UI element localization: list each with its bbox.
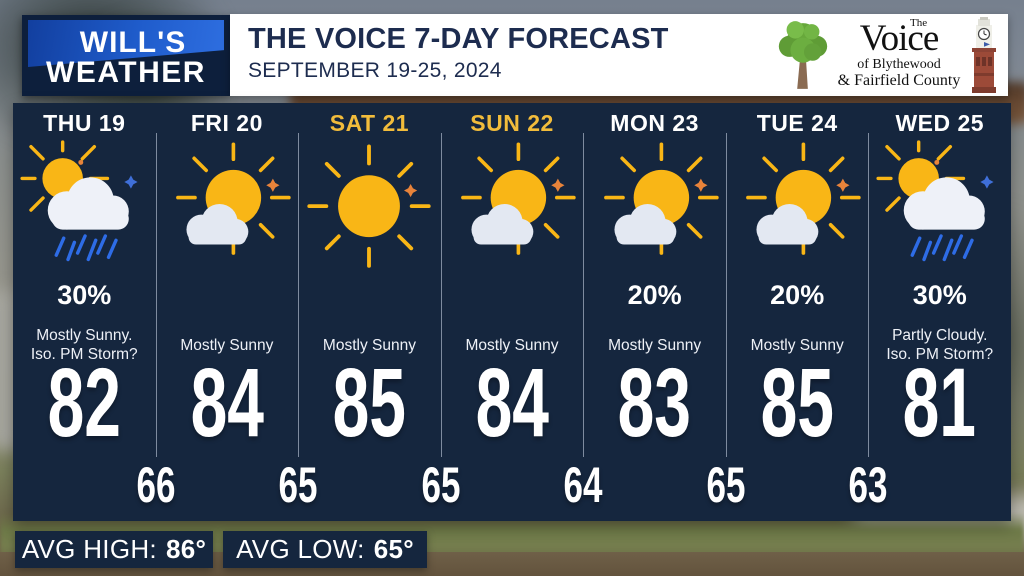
- high-temp: 83: [617, 348, 692, 457]
- header-titles: THE VOICE 7-DAY FORECAST SEPTEMBER 19-25…: [248, 22, 669, 86]
- conditions-line1: Mostly Sunny.: [36, 327, 133, 344]
- sun-cloud-icon: [441, 135, 584, 273]
- precip-chance: 20%: [627, 280, 682, 310]
- low-temp: 63: [848, 457, 888, 513]
- publication-logo: The Voice of Blythewood & Fairfield Coun…: [770, 17, 1002, 93]
- brand-logo: WILL'S WEATHER: [22, 15, 230, 96]
- conditions-text: Partly Cloudy. Iso. PM Storm?: [870, 318, 1009, 372]
- conditions-line2: Iso. PM Storm?: [886, 346, 994, 363]
- publication-name-block: The Voice of Blythewood & Fairfield Coun…: [836, 17, 962, 90]
- conditions-text: Mostly Sunny: [585, 318, 724, 372]
- avg-low-label: AVG LOW:: [236, 534, 365, 564]
- sun-cloud-icon: [583, 135, 726, 273]
- precip-chance: 20%: [770, 280, 825, 310]
- precip-chance: 30%: [912, 280, 967, 310]
- forecast-grid: THU 19 30% Mostly Sunny. Iso. PM Storm? …: [13, 103, 1011, 521]
- avg-low-box: AVG LOW: 65°: [223, 531, 427, 568]
- conditions-line1: Mostly Sunny: [322, 336, 416, 354]
- conditions-line1: Mostly Sunny: [180, 336, 274, 354]
- column-divider: [725, 133, 727, 457]
- conditions-text: Mostly Sunny. Iso. PM Storm?: [15, 318, 154, 372]
- avg-high-box: AVG HIGH: 86°: [15, 531, 213, 568]
- brand-name-top: WILL'S: [79, 26, 187, 59]
- day-column: SUN 22 Mostly Sunny 84: [441, 103, 584, 521]
- high-temp: 84: [190, 348, 264, 457]
- day-label: TUE 24: [756, 110, 838, 136]
- column-divider: [583, 133, 585, 457]
- high-temp: 84: [475, 348, 549, 457]
- page-title: THE VOICE 7-DAY FORECAST: [248, 23, 669, 55]
- day-label: MON 23: [610, 110, 699, 136]
- low-temp: 66: [136, 457, 176, 513]
- sunny-icon: [298, 135, 441, 273]
- day-column: FRI 20 Mostly Sunny 84: [156, 103, 299, 521]
- conditions-line1: Mostly Sunny: [750, 336, 844, 354]
- low-temp: 65: [421, 457, 461, 513]
- day-column: SAT 21 Mostly Sunny 85: [298, 103, 441, 521]
- conditions-text: Mostly Sunny: [728, 318, 867, 372]
- column-divider: [440, 133, 442, 457]
- brand-name-bottom: WEATHER: [46, 56, 206, 89]
- conditions-text: Mostly Sunny: [300, 318, 439, 372]
- low-temp: 65: [706, 457, 746, 513]
- publication-line3: & Fairfield County: [837, 71, 961, 89]
- sun-rain-cloud-icon: [868, 135, 1011, 273]
- date-range: SEPTEMBER 19-25, 2024: [248, 59, 502, 82]
- avg-high-label: AVG HIGH:: [21, 534, 157, 564]
- high-temp: 81: [903, 348, 977, 457]
- clock-tower-image: [972, 17, 996, 93]
- sun-cloud-icon: [726, 135, 869, 273]
- conditions-text: Mostly Sunny: [158, 318, 297, 372]
- day-column: TUE 24 20% Mostly Sunny 85: [726, 103, 869, 521]
- day-label: FRI 20: [190, 110, 263, 136]
- forecast-panel: THU 19 30% Mostly Sunny. Iso. PM Storm? …: [13, 103, 1011, 521]
- conditions-line1: Mostly Sunny: [465, 336, 559, 354]
- publication-name: Voice: [859, 17, 940, 59]
- high-temp: 85: [760, 348, 834, 457]
- avg-low-value: 65°: [373, 534, 414, 564]
- conditions-line1: Mostly Sunny: [608, 336, 702, 354]
- tree-image: [778, 21, 828, 89]
- publication-the: The: [910, 16, 928, 29]
- sun-cloud-icon: [156, 135, 299, 273]
- conditions-line1: Partly Cloudy.: [892, 327, 988, 344]
- low-temp: 65: [278, 457, 318, 513]
- day-column: THU 19 30% Mostly Sunny. Iso. PM Storm? …: [13, 103, 156, 521]
- day-label: SAT 21: [329, 110, 410, 136]
- high-temp: 82: [47, 348, 121, 457]
- column-divider: [298, 133, 300, 457]
- publication-line2: of Blythewood: [857, 56, 941, 72]
- day-label: SUN 22: [470, 110, 554, 136]
- column-divider: [155, 133, 157, 457]
- sun-rain-cloud-icon: [13, 135, 156, 273]
- header-banner: THE VOICE 7-DAY FORECAST SEPTEMBER 19-25…: [230, 14, 1008, 96]
- precip-chance: 30%: [57, 280, 112, 310]
- low-temp: 64: [563, 457, 603, 513]
- day-label: WED 25: [895, 110, 985, 136]
- day-label: THU 19: [43, 110, 126, 136]
- day-column: MON 23 20% Mostly Sunny 83: [583, 103, 726, 521]
- column-divider: [868, 133, 870, 457]
- avg-high-value: 86°: [165, 534, 207, 564]
- day-column: WED 25 30% Partly Cloudy. Iso. PM Storm?…: [868, 103, 1011, 521]
- high-temp: 85: [332, 348, 407, 457]
- conditions-text: Mostly Sunny: [443, 318, 582, 372]
- conditions-line2: Iso. PM Storm?: [30, 346, 138, 363]
